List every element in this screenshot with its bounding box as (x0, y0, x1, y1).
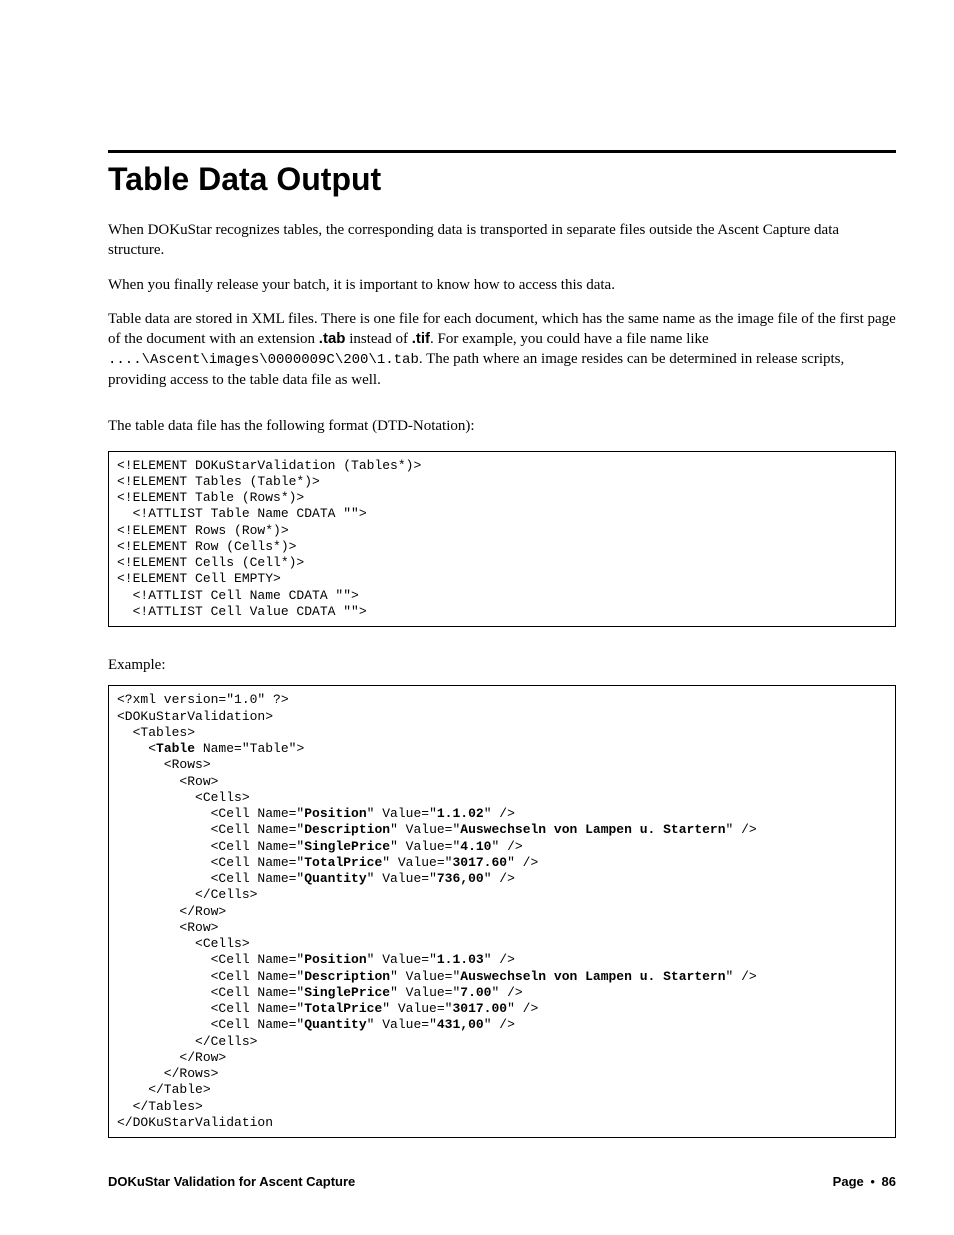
p3-text-c: . For example, you could have a file nam… (430, 331, 709, 347)
footer-left-text: DOKuStar Validation for Ascent Capture (108, 1174, 355, 1189)
paragraph-1: When DOKuStar recognizes tables, the cor… (108, 220, 896, 261)
document-page: Table Data Output When DOKuStar recogniz… (0, 0, 954, 1235)
footer-page-number: 86 (882, 1174, 896, 1189)
paragraph-2: When you finally release your batch, it … (108, 275, 896, 295)
footer-right: Page • 86 (833, 1174, 896, 1189)
top-rule (108, 150, 896, 153)
path-example: ....\Ascent\images\0000009C\200\1.tab (108, 352, 419, 368)
ext-tif: .tif (412, 330, 430, 347)
ext-tab: .tab (319, 330, 346, 347)
page-footer: DOKuStar Validation for Ascent Capture P… (108, 1174, 896, 1189)
p3-text-b: instead of (345, 331, 411, 347)
page-heading: Table Data Output (108, 161, 896, 198)
xml-code-block: <?xml version="1.0" ?> <DOKuStarValidati… (108, 685, 896, 1138)
dtd-code-block: <!ELEMENT DOKuStarValidation (Tables*)> … (108, 451, 896, 628)
footer-page-label: Page (833, 1174, 864, 1189)
example-label: Example: (108, 655, 896, 675)
paragraph-4: The table data file has the following fo… (108, 416, 896, 436)
footer-bullet: • (864, 1174, 882, 1189)
paragraph-3: Table data are stored in XML files. Ther… (108, 309, 896, 391)
